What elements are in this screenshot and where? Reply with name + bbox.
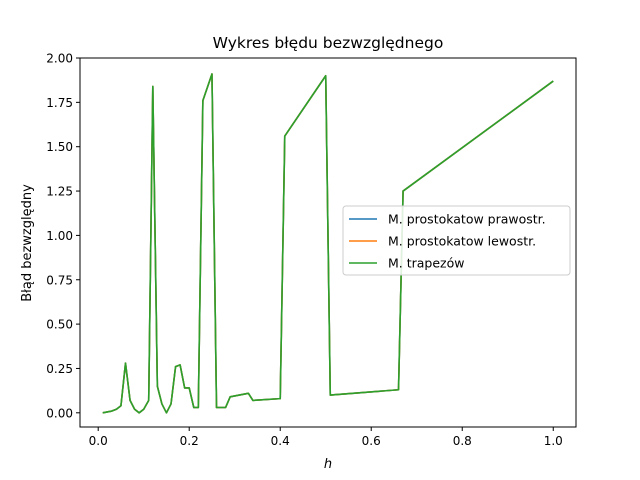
legend-label-3: M. trapezów bbox=[388, 256, 465, 271]
x-axis-label: h bbox=[324, 457, 332, 472]
legend-label-1: M. prostokatow prawostr. bbox=[388, 212, 546, 227]
series-line-3 bbox=[102, 73, 554, 414]
y-axis-label: Błąd bezwzględny bbox=[20, 184, 35, 302]
x-tick-label: 0.8 bbox=[453, 434, 472, 448]
y-tick-label: 1.00 bbox=[46, 229, 73, 243]
y-tick-label: 0.50 bbox=[46, 318, 73, 332]
x-tick-label: 0.0 bbox=[89, 434, 108, 448]
y-tick-label: 0.00 bbox=[46, 406, 73, 420]
y-tick-label: 1.50 bbox=[46, 140, 73, 154]
legend-box bbox=[342, 205, 571, 276]
plot-frame bbox=[79, 57, 577, 428]
y-tick-label: 0.25 bbox=[46, 362, 73, 376]
legend: M. prostokatow prawostr. M. prostokatow l… bbox=[342, 205, 571, 276]
x-axis: 0.0 0.2 0.4 0.6 0.8 1.0 bbox=[89, 427, 563, 448]
y-tick-label: 1.75 bbox=[46, 96, 73, 110]
x-tick-label: 0.2 bbox=[180, 434, 199, 448]
y-tick-label: 0.75 bbox=[46, 273, 73, 287]
y-tick-label: 2.00 bbox=[46, 52, 73, 66]
x-tick-label: 0.4 bbox=[271, 434, 290, 448]
y-axis: 0.00 0.25 0.50 0.75 1.00 1.25 1.50 1.75 2.00 bbox=[46, 52, 80, 420]
x-tick-label: 0.6 bbox=[362, 434, 381, 448]
chart-title: Wykres błędu bezwzględnego bbox=[213, 34, 444, 52]
y-tick-label: 1.25 bbox=[46, 185, 73, 199]
legend-label-2: M. prostokatow lewostr. bbox=[388, 234, 536, 249]
x-tick-label: 1.0 bbox=[544, 434, 563, 448]
plot-area bbox=[102, 73, 554, 414]
